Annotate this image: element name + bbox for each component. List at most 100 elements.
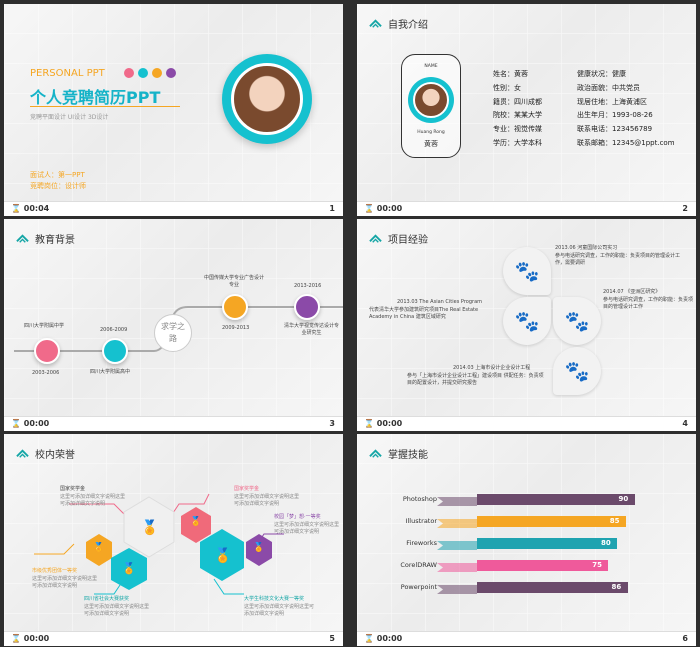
slide-5-footer: ⌛ 00:00 5 [4,631,343,646]
medal-icon: 🏅 [93,543,105,553]
subtitle: 竞聘平面设计 UI设计 3D设计 [30,114,109,121]
paw-icon: 🐾 [514,259,540,283]
slide-title: 自我介绍 [388,19,428,31]
slide-1-number: 1 [329,204,335,213]
profile-photo-ring [222,54,312,144]
honor-title: 国家奖学金 [60,486,86,492]
skill-name: Powerpoint [400,583,437,591]
medal-icon: 🏅 [253,543,265,553]
logo-mark-icon [369,448,382,458]
skill-name: Illustrator [405,517,437,525]
skill-bar [477,582,628,593]
timeline-node [102,338,128,364]
slide-6-number: 6 [682,634,688,643]
honor-title: 市级优秀团体一等奖 [32,568,78,574]
avatar [413,82,449,118]
slide-title: 校内荣誉 [35,449,75,461]
skill-ribbon [437,541,477,550]
color-dots [124,68,176,78]
info-email: 联系邮箱：12345@1ppt.com [577,138,675,147]
medal-icon: 🏅 [190,517,202,527]
slide-thumbnail-4[interactable]: 项目经验 🐾 🐾 🐾 🐾 2013.06 河童国际公司实习 参与电话研究调查，工… [357,219,696,431]
paw-icon: 🐾 [564,309,590,333]
node-label-bottom: 2003-2006 [32,370,60,376]
node-label-top: 2006-2009 [100,327,128,333]
skill-ribbon [437,563,477,572]
project-date: 2013.03 [397,299,418,305]
slide-2-footer: ⌛ 00:00 2 [357,201,696,216]
slide-6-timing: ⌛ 00:00 [364,634,403,643]
title-cn: 个人竞聘简历PPT [30,88,161,107]
info-school: 院校：某某大学 [493,111,542,120]
info-residence: 现居住地：上海黄浦区 [577,97,647,106]
center-text: 求学之路 [161,322,185,343]
slide-title: 掌握技能 [388,449,428,461]
logo-mark-icon [369,18,382,28]
skill-value: 90 [618,495,629,503]
slide-6-canvas: 掌握技能 Photoshop 90 Illustrator 85 Fireworks 80… [357,434,696,631]
slide-4-canvas: 项目经验 🐾 🐾 🐾 🐾 2013.06 河童国际公司实习 参与电话研究调查，工… [357,219,696,416]
project-date: 2014.03 [453,365,474,371]
avatar [231,63,303,135]
name-card: NAME Huang Rong 黄蓉 [401,54,461,158]
slide-2-canvas: 自我介绍 NAME Huang Rong 黄蓉 姓名：黄蓉 性别：女 籍贯：四川… [357,4,696,201]
node-label-bottom: 清华大学视觉传达设计专业研究生 [284,323,340,336]
slide-thumbnail-1[interactable]: PERSONAL PPT 个人竞聘简历PPT 竞聘平面设计 UI设计 3D设计 … [4,4,343,216]
slide-thumbnail-6[interactable]: 掌握技能 Photoshop 90 Illustrator 85 Fireworks 80… [357,434,696,646]
slide-4-time: 00:00 [376,419,403,428]
card-name-label: NAME [424,64,438,69]
skill-bar [477,538,617,549]
skill-value: 86 [611,583,622,591]
skill-value: 85 [609,517,620,525]
hexagon [123,496,175,558]
info-left: 姓名：黄蓉 性别：女 籍贯：四川成都 院校：某某大学 专业：视觉传媒 学历：大学… [493,68,542,151]
info-health: 健康状况：健康 [577,70,626,78]
medal-icon: 🏅 [122,562,136,575]
paw-card: 🐾 [503,247,551,295]
project-date: 2014.07 [603,289,624,295]
position: 竞聘岗位：设计师 [30,182,86,190]
slide-5-header: 校内荣誉 [16,444,75,462]
slide-6-header: 掌握技能 [369,444,428,462]
skill-value: 80 [601,539,611,547]
slide-5-timing: ⌛ 00:00 [11,634,50,643]
honor-title: 校园「梦」想·一等奖 [274,514,321,520]
project-heading: 2014.07 《亚洲区研究》 [603,289,660,296]
medal-icon: 🏅 [214,548,232,564]
dot-orange-icon [152,68,162,78]
slide-thumbnail-5[interactable]: 校内荣誉 🏅 🏅 🏅 🏅 🏅 🏅 国家奖学金 这里可添加详细文字说明这里可添加详… [4,434,343,646]
slide-4-timing: ⌛ 00:00 [364,419,403,428]
node-label-top: 四川大学附属中学 [24,323,65,329]
info-birth: 出生年月：1993-08-26 [577,111,653,120]
info-degree: 学历：大学本科 [493,138,542,147]
node-label-bottom: 2009-2013 [222,325,250,331]
slide-thumbnail-2[interactable]: 自我介绍 NAME Huang Rong 黄蓉 姓名：黄蓉 性别：女 籍贯：四川… [357,4,696,216]
dot-teal-icon [138,68,148,78]
node-label-top: 中国传媒大学专业广告设计专业 [204,275,265,288]
skill-ribbon [437,519,477,528]
slide-1-timing: ⌛ 00:04 [11,204,50,213]
slide-2-timing: ⌛ 00:00 [364,204,403,213]
slide-thumbnail-3[interactable]: 教育背景 求学之路 四川大学附属中学 2003-2006 2006-2009 四… [4,219,343,431]
slide-1-canvas: PERSONAL PPT 个人竞聘简历PPT 竞聘平面设计 UI设计 3D设计 … [4,4,343,201]
honor-desc: 这里可添加详细文字说明这里可添加详细文字说明 [274,522,340,535]
card-name-en: Huang Rong [417,130,445,135]
skill-bar [477,494,635,505]
slide-3-footer: ⌛ 00:00 3 [4,416,343,431]
slide-2-time: 00:00 [376,204,403,213]
skill-value: 75 [592,561,602,569]
skill-name: Fireworks [406,539,437,547]
skill-ribbon [437,585,477,594]
card-name-cn: 黄蓉 [424,140,438,148]
logo-mark-icon [16,448,29,458]
skill-ribbon [437,497,477,506]
skill-bar [477,560,609,571]
timeline-node [222,294,248,320]
slide-3-number: 3 [329,419,335,428]
honor-title: 大学生科技文化大赛一等奖 [244,596,305,602]
node-label-top: 2013-2016 [294,283,322,289]
timeline-node [294,294,320,320]
slide-title: 项目经验 [388,234,428,246]
honor-desc: 这里可添加详细文字说明这里可添加详细文字说明 [244,604,315,617]
project-title: 河童国际公司实习 [577,245,618,251]
